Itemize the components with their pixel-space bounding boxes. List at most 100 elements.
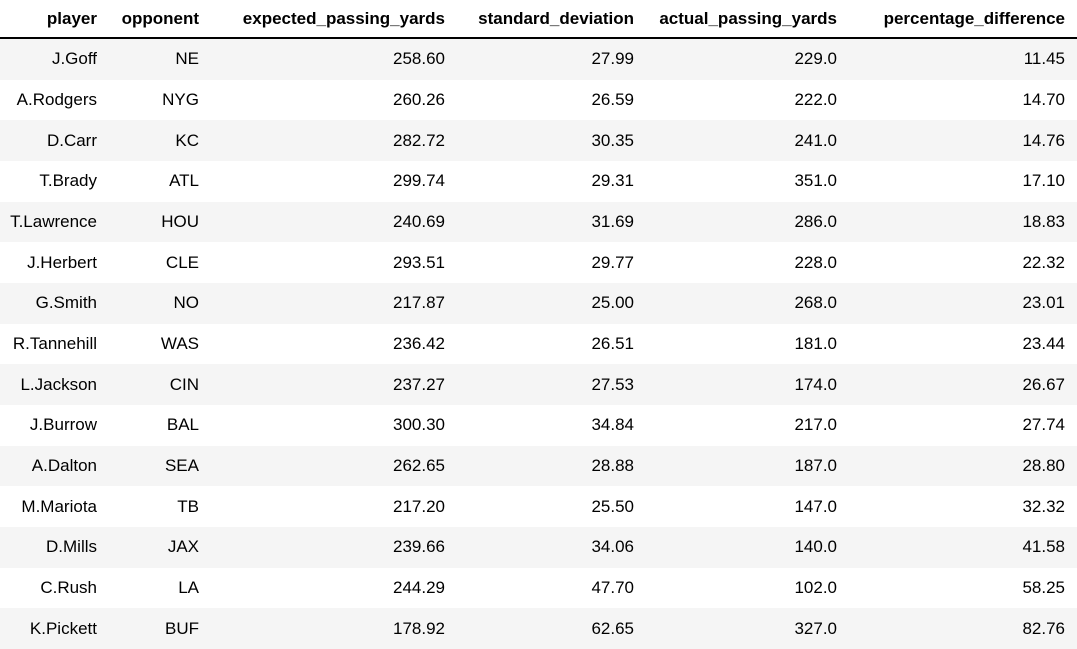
cell-standard_deviation: 34.84 (591, 415, 634, 435)
cell-player: T.Lawrence (10, 211, 97, 231)
cell-standard_deviation: 27.53 (591, 374, 634, 394)
cell-percentage_difference: 11.45 (1023, 49, 1065, 69)
cell-standard_deviation: 28.88 (591, 455, 634, 475)
cell-standard_deviation: 26.59 (591, 89, 634, 109)
cell-player: T.Brady (39, 171, 97, 191)
cell-percentage_difference: 18.83 (1022, 211, 1065, 231)
cell-player: J.Goff (51, 49, 97, 69)
cell-opponent: CIN (169, 374, 199, 394)
cell-player: M.Mariota (21, 496, 97, 516)
cell-expected_passing_yards: 293.51 (393, 252, 445, 272)
column-header-player: player (0, 0, 109, 39)
cell-percentage_difference: 23.01 (1022, 293, 1065, 313)
cell-standard_deviation: 26.51 (591, 333, 634, 353)
cell-opponent: NYG (162, 89, 199, 109)
cell-expected_passing_yards: 244.29 (393, 577, 445, 597)
cell-actual_passing_yards: 181.0 (794, 333, 837, 353)
cell-percentage_difference: 17.10 (1022, 171, 1065, 191)
cell-player: L.Jackson (20, 374, 97, 394)
cell-standard_deviation: 31.69 (591, 211, 634, 231)
cell-player: D.Mills (46, 537, 97, 557)
cell-expected_passing_yards: 239.66 (393, 537, 445, 557)
cell-player: D.Carr (46, 130, 97, 150)
cell-expected_passing_yards: 260.26 (393, 89, 445, 109)
cell-opponent: HOU (161, 211, 199, 231)
cell-percentage_difference: 23.44 (1022, 333, 1065, 353)
table-row: K.Pickett BUF 178.92 62.65 327.0 82.76 (0, 608, 1077, 649)
table-row: C.Rush LA 244.29 47.70 102.0 58.25 (0, 567, 1077, 609)
cell-player: G.Smith (35, 293, 97, 313)
cell-opponent: JAX (167, 537, 199, 557)
cell-actual_passing_yards: 268.0 (794, 293, 837, 313)
cell-opponent: BAL (166, 415, 199, 435)
cell-opponent: TB (177, 496, 199, 516)
cell-expected_passing_yards: 300.30 (393, 415, 445, 435)
cell-actual_passing_yards: 217.0 (794, 415, 837, 435)
cell-opponent: NE (175, 49, 199, 69)
cell-expected_passing_yards: 299.74 (393, 171, 445, 191)
cell-actual_passing_yards: 351.0 (794, 171, 837, 191)
cell-opponent: NO (173, 293, 200, 313)
cell-actual_passing_yards: 229.0 (794, 49, 837, 69)
cell-player: C.Rush (40, 577, 97, 597)
cell-expected_passing_yards: 237.27 (393, 374, 445, 394)
cell-standard_deviation: 29.77 (591, 252, 634, 272)
table-row: A.Dalton SEA 262.65 28.88 187.0 28.80 (0, 445, 1077, 487)
column-header-expected_passing_yards: expected_passing_yards (211, 0, 457, 39)
cell-actual_passing_yards: 187.0 (794, 455, 837, 475)
cell-expected_passing_yards: 262.65 (393, 455, 445, 475)
cell-actual_passing_yards: 102.0 (794, 577, 837, 597)
table-row: D.Mills JAX 239.66 34.06 140.0 41.58 (0, 526, 1077, 568)
table-header-row: player opponent expected_passing_yards stan… (0, 0, 1077, 39)
table-row: D.Carr KC 282.72 30.35 241.0 14.76 (0, 120, 1077, 161)
cell-percentage_difference: 22.32 (1022, 252, 1065, 272)
cell-player: R.Tannehill (12, 333, 97, 353)
cell-expected_passing_yards: 240.69 (393, 211, 445, 231)
cell-standard_deviation: 29.31 (591, 171, 634, 191)
cell-percentage_difference: 14.70 (1022, 89, 1065, 109)
cell-actual_passing_yards: 147.0 (794, 496, 837, 516)
cell-expected_passing_yards: 217.20 (393, 496, 445, 516)
cell-expected_passing_yards: 217.87 (393, 293, 445, 313)
cell-percentage_difference: 27.74 (1022, 415, 1065, 435)
cell-expected_passing_yards: 282.72 (393, 130, 445, 150)
table-header: player opponent expected_passing_yards stan… (0, 0, 1077, 39)
table-row: R.Tannehill WAS 236.42 26.51 181.0 23.44 (0, 323, 1077, 365)
table-row: M.Mariota TB 217.20 25.50 147.0 32.32 (0, 486, 1077, 527)
cell-opponent: KC (175, 130, 199, 150)
cell-actual_passing_yards: 222.0 (794, 89, 837, 109)
table-row: G.Smith NO 217.87 25.00 268.0 23.01 (0, 282, 1077, 324)
cell-standard_deviation: 62.65 (591, 618, 634, 638)
cell-player: A.Dalton (31, 455, 97, 475)
cell-opponent: LA (178, 577, 199, 597)
cell-actual_passing_yards: 174.0 (794, 374, 837, 394)
cell-opponent: CLE (165, 252, 199, 272)
cell-percentage_difference: 58.25 (1022, 577, 1065, 597)
column-header-opponent: opponent (109, 0, 211, 39)
table-row: T.Brady ATL 299.74 29.31 351.0 17.10 (0, 160, 1077, 202)
column-header-actual_passing_yards: actual_passing_yards (646, 0, 849, 39)
cell-player: A.Rodgers (16, 89, 97, 109)
cell-standard_deviation: 27.99 (591, 49, 634, 69)
cell-opponent: SEA (164, 455, 199, 475)
cell-percentage_difference: 41.58 (1022, 537, 1065, 557)
cell-actual_passing_yards: 140.0 (794, 537, 837, 557)
cell-player: J.Burrow (29, 415, 97, 435)
cell-player: K.Pickett (29, 618, 97, 638)
column-header-standard_deviation: standard_deviation (457, 0, 646, 39)
table-row: L.Jackson CIN 237.27 27.53 174.0 26.67 (0, 364, 1077, 405)
cell-percentage_difference: 26.67 (1022, 374, 1065, 394)
cell-opponent: ATL (169, 171, 199, 191)
cell-expected_passing_yards: 258.60 (393, 49, 445, 69)
cell-actual_passing_yards: 241.0 (794, 130, 837, 150)
cell-percentage_difference: 32.32 (1022, 496, 1065, 516)
cell-standard_deviation: 34.06 (591, 537, 634, 557)
cell-opponent: WAS (160, 333, 199, 353)
table-body: J.Goff NE 258.60 27.99 229.0 11.45 A.Rodgers NY… (0, 38, 1077, 649)
cell-percentage_difference: 82.76 (1022, 618, 1065, 638)
cell-standard_deviation: 25.00 (591, 293, 634, 313)
cell-actual_passing_yards: 327.0 (794, 618, 837, 638)
cell-percentage_difference: 28.80 (1022, 455, 1065, 475)
